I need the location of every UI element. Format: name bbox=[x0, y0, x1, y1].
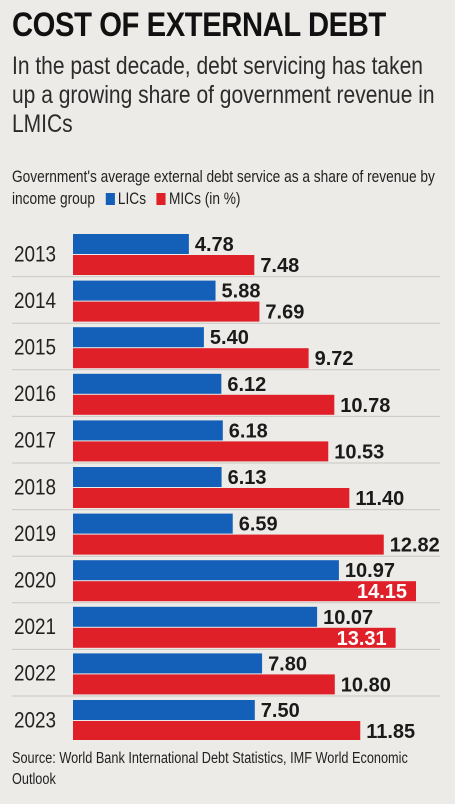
value-label-mics: 10.53 bbox=[334, 441, 384, 463]
value-label-mics: 13.31 bbox=[337, 628, 387, 650]
year-label: 2021 bbox=[14, 615, 56, 640]
bar-lics bbox=[73, 700, 255, 720]
bar-lics bbox=[73, 467, 222, 487]
value-label-lics: 6.18 bbox=[229, 420, 268, 442]
caption-text: Government's average external debt servi… bbox=[12, 168, 435, 208]
bar-mics bbox=[73, 488, 350, 508]
bar-mics bbox=[73, 255, 255, 275]
value-label-mics: 10.80 bbox=[341, 674, 391, 696]
legend-swatch-lics bbox=[105, 193, 115, 205]
bar-mics bbox=[73, 301, 260, 322]
bar-mics bbox=[73, 394, 335, 415]
year-label: 2013 bbox=[14, 242, 56, 267]
value-label-mics: 12.82 bbox=[390, 535, 440, 557]
year-label: 2022 bbox=[14, 661, 56, 686]
chart-title: COST OF EXTERNAL DEBT bbox=[12, 6, 386, 44]
value-label-lics: 10.07 bbox=[323, 607, 373, 629]
value-label-lics: 4.78 bbox=[195, 234, 234, 256]
value-label-lics: 6.12 bbox=[227, 374, 266, 396]
value-label-lics: 5.40 bbox=[210, 327, 249, 349]
bar-lics bbox=[73, 653, 263, 674]
bar-mics bbox=[73, 721, 361, 740]
year-label: 2020 bbox=[14, 568, 56, 593]
value-label-lics: 6.13 bbox=[228, 467, 267, 489]
value-label-mics: 10.78 bbox=[340, 395, 390, 417]
year-label: 2014 bbox=[14, 289, 56, 314]
bar-mics bbox=[73, 348, 309, 369]
bar-mics bbox=[73, 534, 384, 555]
value-label-mics: 7.48 bbox=[260, 255, 299, 277]
bar-mics bbox=[73, 441, 329, 462]
value-label-lics: 6.59 bbox=[239, 514, 278, 536]
bar-chart: 2013 4.78 7.48 2014 5.887.69 2015 5.40 9.72 2016… bbox=[12, 234, 440, 740]
value-label-lics: 10.97 bbox=[345, 560, 395, 582]
value-label-mics: 14.15 bbox=[357, 581, 407, 603]
bar-lics bbox=[73, 373, 222, 394]
bar-lics bbox=[73, 420, 223, 441]
bar-lics bbox=[73, 560, 339, 581]
value-label-lics: 7.50 bbox=[261, 700, 300, 722]
bar-mics bbox=[73, 581, 416, 602]
bar-lics bbox=[73, 606, 318, 627]
bar-lics bbox=[73, 280, 216, 301]
year-label: 2023 bbox=[14, 708, 56, 733]
value-label-mics: 7.69 bbox=[265, 302, 304, 324]
year-label: 2018 bbox=[14, 475, 56, 500]
bar-lics bbox=[73, 327, 204, 348]
chart-subtitle: In the past decade, debt servicing has t… bbox=[12, 52, 435, 138]
year-label: 2019 bbox=[14, 522, 56, 547]
source-note: Source: World Bank International Debt St… bbox=[12, 750, 408, 788]
year-label: 2016 bbox=[14, 382, 56, 407]
value-label-mics: 11.85 bbox=[366, 721, 415, 740]
value-label-mics: 9.72 bbox=[315, 348, 354, 370]
value-label-lics: 5.88 bbox=[222, 281, 261, 303]
value-label-mics: 11.40 bbox=[355, 488, 404, 510]
legend-label-mics: MICs (in %) bbox=[168, 190, 241, 208]
year-label: 2017 bbox=[14, 428, 56, 453]
bar-lics bbox=[73, 513, 233, 534]
chart-caption: Government's average external debt servi… bbox=[12, 166, 444, 210]
bar-lics bbox=[73, 234, 189, 254]
year-label: 2015 bbox=[14, 335, 56, 360]
legend-swatch-mics bbox=[156, 193, 166, 205]
legend-label-lics: LICs bbox=[117, 190, 147, 208]
value-label-lics: 7.80 bbox=[268, 653, 307, 675]
bar-mics bbox=[73, 674, 335, 695]
bar-mics bbox=[73, 627, 396, 648]
